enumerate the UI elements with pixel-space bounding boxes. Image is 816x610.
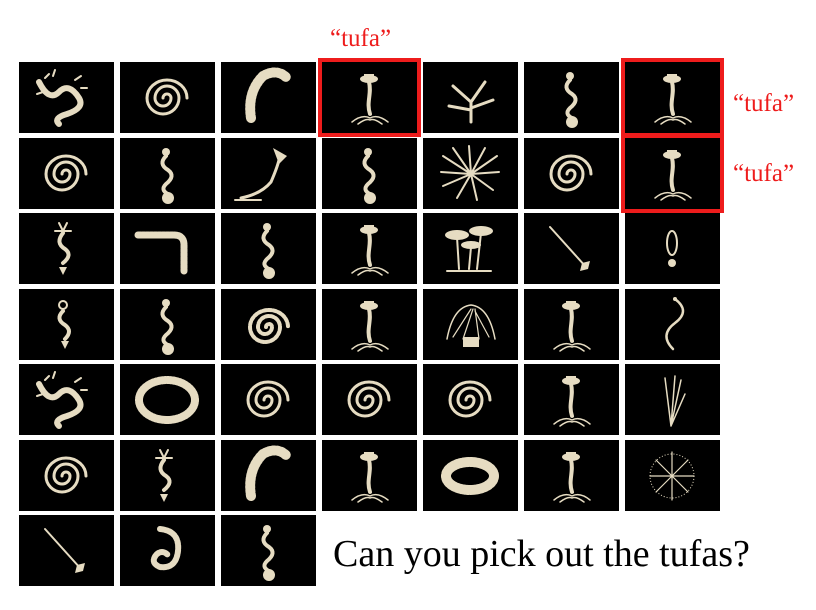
- object-image: [649, 450, 695, 501]
- object-image: [160, 298, 174, 355]
- object-tile: [19, 137, 114, 209]
- object-tile: [625, 213, 720, 284]
- object-image: [245, 445, 292, 501]
- object-tile: [19, 62, 114, 133]
- object-tile: [322, 364, 417, 435]
- object-image: [247, 307, 290, 344]
- object-tile: [221, 515, 316, 586]
- object-image: [261, 525, 275, 581]
- object-image: [553, 451, 591, 503]
- object-image: [160, 147, 174, 204]
- object-tile: [322, 62, 417, 133]
- object-image: [44, 456, 88, 493]
- object-tile: [120, 515, 215, 586]
- object-tile: [625, 62, 720, 133]
- object-image: [44, 154, 88, 191]
- object-tile: [423, 288, 518, 360]
- object-image: [44, 528, 85, 573]
- object-image: [36, 69, 88, 127]
- object-tile: [524, 364, 619, 435]
- object-image: [362, 147, 376, 204]
- object-tile: [423, 62, 518, 133]
- object-image: [134, 231, 188, 275]
- object-tile: [423, 213, 518, 284]
- object-image: [564, 72, 578, 128]
- object-tile: [120, 439, 215, 511]
- object-tile: [19, 288, 114, 360]
- object-image: [135, 376, 199, 424]
- object-image: [664, 375, 686, 427]
- object-tile: [120, 137, 215, 209]
- tufa-label-right-2: “tufa”: [733, 160, 795, 187]
- object-image: [351, 225, 389, 276]
- object-image: [245, 67, 292, 123]
- object-image: [654, 74, 692, 125]
- object-tile: [221, 439, 316, 511]
- object-tile: [221, 288, 316, 360]
- object-tile: [221, 62, 316, 133]
- object-image: [654, 149, 692, 201]
- object-image: [347, 380, 391, 418]
- object-tile: [19, 213, 114, 284]
- object-tile: [120, 364, 215, 435]
- object-image: [553, 300, 591, 352]
- object-image: [351, 451, 389, 503]
- object-tile: [19, 515, 114, 586]
- object-tile: [625, 137, 720, 209]
- object-image: [665, 296, 685, 350]
- object-image: [150, 526, 182, 571]
- object-image: [446, 303, 496, 347]
- object-tile: [221, 364, 316, 435]
- object-tile: [625, 439, 720, 511]
- tufa-highlight-box: [621, 58, 724, 137]
- object-tile: [524, 137, 619, 209]
- object-image: [448, 380, 492, 418]
- object-tile: [19, 439, 114, 511]
- tufa-highlight-box: [621, 133, 724, 213]
- object-image: [57, 299, 71, 349]
- object-tile: [423, 364, 518, 435]
- object-image: [246, 380, 290, 418]
- object-image: [447, 80, 495, 124]
- object-image: [666, 230, 678, 267]
- object-tile: [322, 213, 417, 284]
- object-tile: [423, 137, 518, 209]
- object-image: [54, 222, 72, 275]
- object-image: [155, 448, 173, 502]
- object-tile: [524, 439, 619, 511]
- object-tile: [322, 439, 417, 511]
- object-image: [549, 154, 593, 191]
- object-image: [440, 144, 500, 201]
- tufa-highlight-box: [318, 58, 421, 137]
- object-image: [234, 147, 287, 201]
- object-tile: [322, 137, 417, 209]
- object-image: [553, 376, 591, 427]
- object-tile: [19, 364, 114, 435]
- object-tile: [120, 62, 215, 133]
- object-tile: [625, 288, 720, 360]
- object-tile: [524, 213, 619, 284]
- object-image: [445, 226, 493, 272]
- object-tile: [625, 364, 720, 435]
- object-tile: [221, 213, 316, 284]
- object-tile: [524, 288, 619, 360]
- object-tile: [423, 439, 518, 511]
- object-image: [549, 226, 590, 271]
- object-image: [145, 78, 189, 116]
- object-image: [261, 223, 275, 279]
- object-image: [36, 371, 88, 429]
- object-tile: [524, 62, 619, 133]
- object-image: [351, 300, 389, 352]
- question-text: Can you pick out the tufas?: [333, 533, 750, 575]
- object-image: [351, 74, 389, 125]
- tufa-label-top: “tufa”: [330, 25, 392, 52]
- object-tile: [322, 288, 417, 360]
- object-tile: [221, 137, 316, 209]
- object-tile: [120, 288, 215, 360]
- object-tile: [120, 213, 215, 284]
- object-image: [441, 456, 499, 495]
- tufa-label-right-1: “tufa”: [733, 90, 795, 117]
